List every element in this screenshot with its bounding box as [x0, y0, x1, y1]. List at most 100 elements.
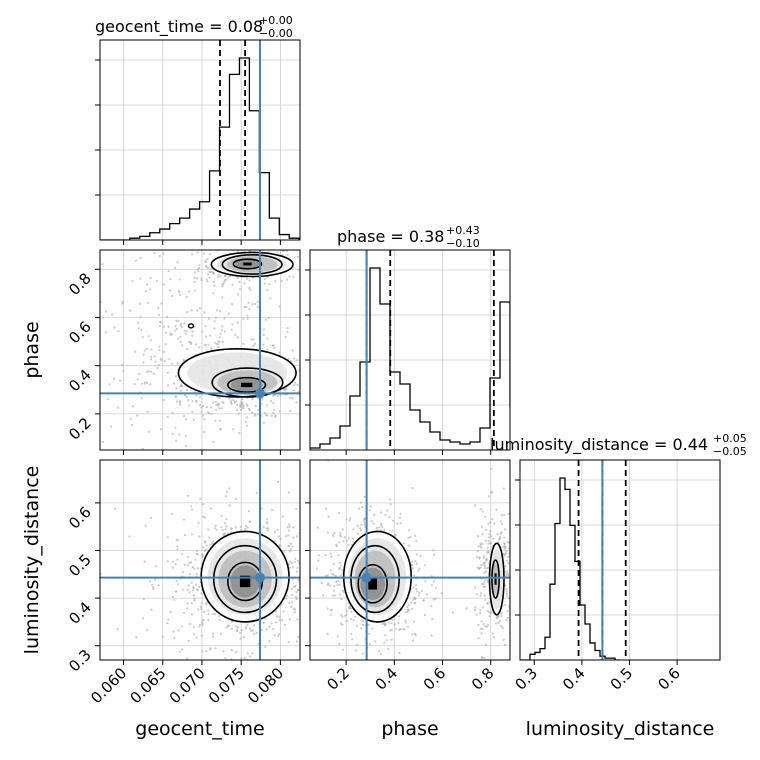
sample-point [231, 283, 234, 286]
sample-point [166, 371, 169, 374]
sample-point [143, 349, 146, 352]
sample-point [295, 640, 299, 643]
sample-point [336, 635, 339, 638]
density-peak [239, 575, 251, 588]
sample-point [341, 589, 345, 593]
sample-point [252, 344, 255, 347]
sample-point [218, 615, 221, 618]
sample-point [283, 623, 287, 627]
sample-point [434, 586, 437, 589]
sample-point [349, 517, 352, 520]
sample-point [209, 507, 212, 510]
sample-point [175, 319, 178, 322]
sample-point [186, 588, 189, 591]
sample-point [254, 302, 257, 306]
sample-point [487, 536, 491, 539]
sample-point [84, 363, 86, 365]
sample-point [167, 269, 170, 273]
sample-point [200, 410, 203, 413]
sample-point [130, 423, 133, 427]
sample-point [351, 638, 354, 641]
sample-point [290, 587, 294, 591]
sample-point [384, 634, 387, 637]
sample-point [288, 525, 291, 528]
sample-point [222, 282, 225, 285]
y-tick-label-phase: 0.8 [65, 269, 95, 299]
sample-point [171, 595, 174, 598]
sample-point [340, 535, 343, 538]
sample-point [246, 314, 249, 317]
sample-point [257, 408, 260, 411]
sample-point [413, 574, 416, 577]
sample-point [285, 250, 289, 253]
sample-point [150, 358, 153, 361]
sample-point [362, 619, 365, 623]
sample-point [266, 414, 269, 417]
sample-point [279, 538, 282, 541]
sample-point [197, 346, 200, 349]
sample-point [474, 606, 477, 609]
sample-point [273, 346, 276, 350]
sample-point [168, 289, 171, 292]
sample-point [144, 524, 147, 527]
sample-point [134, 259, 138, 262]
sample-point [487, 663, 489, 665]
sample-point [279, 545, 282, 548]
sample-point [237, 412, 240, 415]
sample-point [296, 247, 298, 249]
title-main-0: geocent_time = 0.08 [95, 17, 263, 37]
sample-point [501, 626, 504, 630]
sample-point [289, 409, 292, 412]
sample-point [379, 652, 382, 656]
sample-point [186, 388, 189, 392]
sample-point [179, 322, 182, 325]
sample-point [342, 540, 345, 543]
sample-point [178, 650, 181, 653]
sample-point [273, 531, 277, 534]
sample-point [246, 424, 249, 427]
hist-bar [360, 362, 370, 450]
sample-point [306, 586, 308, 588]
sample-point [503, 603, 506, 607]
sample-point [242, 636, 245, 639]
sample-point [198, 267, 201, 270]
hist-bar [585, 624, 590, 660]
sample-point [475, 556, 478, 559]
sample-point [237, 244, 239, 246]
density-level [217, 254, 287, 275]
sample-point [478, 567, 481, 570]
sample-point [192, 585, 195, 588]
sample-point [225, 490, 228, 493]
sample-point [383, 641, 386, 644]
sample-point [367, 632, 370, 636]
sample-point [475, 593, 479, 596]
sample-point [159, 357, 162, 360]
sample-point [238, 288, 242, 291]
sample-point [218, 336, 221, 339]
sample-point [207, 612, 210, 616]
sample-point [411, 639, 414, 642]
sample-point [174, 375, 178, 378]
sample-point [306, 546, 308, 548]
sample-point [255, 492, 258, 495]
sample-point [506, 572, 509, 575]
sample-point [205, 544, 208, 547]
sample-point [498, 669, 500, 671]
sample-point [171, 333, 174, 336]
sample-point [149, 276, 152, 280]
contour-line [232, 258, 263, 270]
sample-point [194, 558, 197, 561]
sample-point [181, 326, 184, 329]
sample-point [484, 564, 487, 567]
hist-outline [520, 477, 620, 660]
sample-point [408, 544, 411, 547]
sample-point [235, 408, 239, 412]
sample-point [500, 612, 503, 615]
sample-point [486, 602, 489, 605]
sample-point [200, 277, 203, 280]
sample-point [214, 400, 218, 404]
sample-point [157, 306, 160, 309]
hist-bar [350, 396, 360, 450]
sample-point [188, 561, 191, 565]
